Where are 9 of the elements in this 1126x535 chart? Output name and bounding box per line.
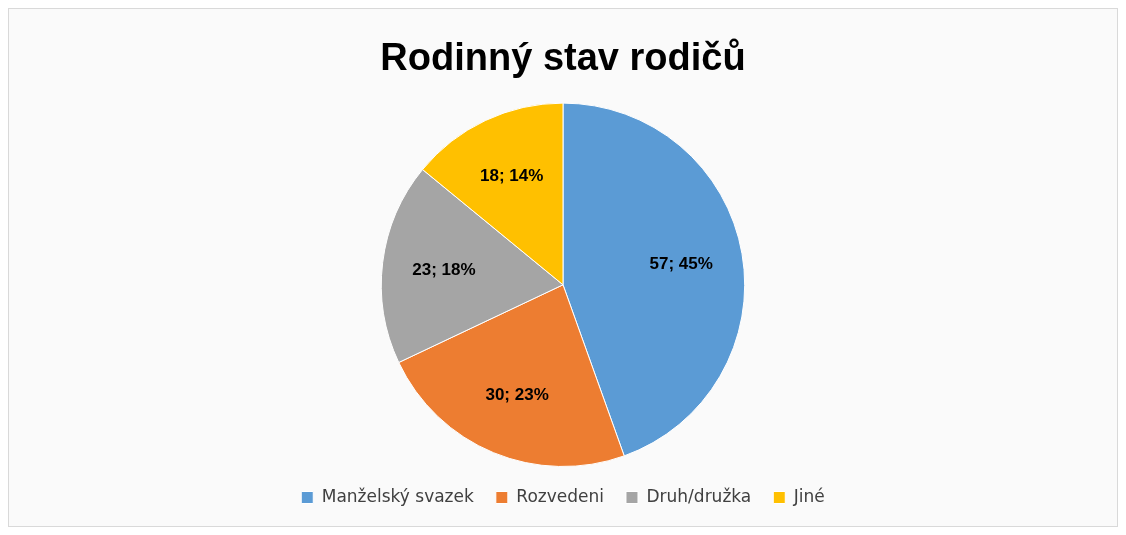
data-label: 30; 23% [485,385,549,405]
legend-label: Jiné [792,485,825,506]
legend-label: Manželský svazek [321,485,474,506]
legend-label: Rozvedeni [516,485,604,506]
data-label: 57; 45% [649,253,713,273]
chart-title: Rodinný stav rodičů [380,36,746,79]
legend-label: Druh/družka [646,485,752,506]
data-label: 18; 14% [480,166,544,186]
data-label: 23; 18% [412,259,476,279]
